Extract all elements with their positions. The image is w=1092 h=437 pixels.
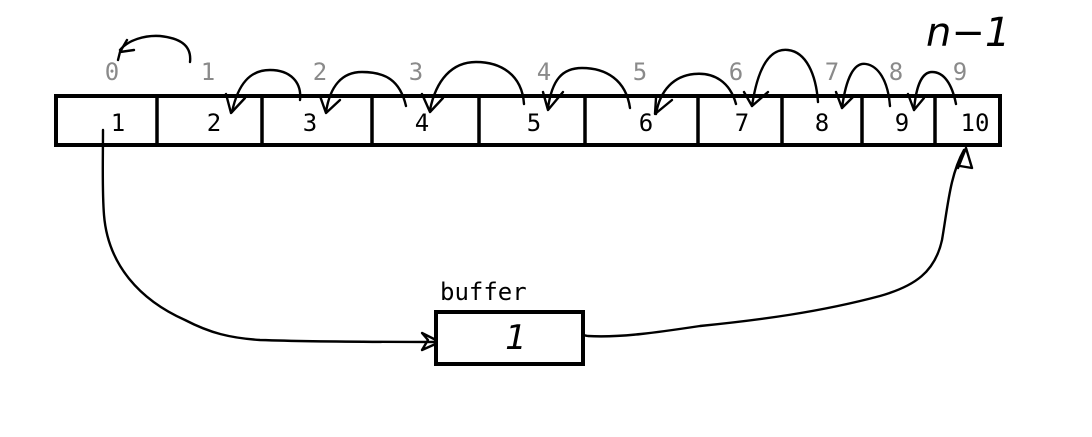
buffer-value: 1 bbox=[505, 318, 527, 358]
array-index-label: 1 bbox=[201, 58, 215, 86]
shift-arrow-3-to-2 bbox=[324, 70, 408, 114]
buffer: buffer 1 bbox=[434, 278, 585, 366]
array-cell-value: 10 bbox=[961, 109, 990, 137]
shift-arrow-9-to-8 bbox=[912, 70, 958, 112]
shift-arrows bbox=[116, 34, 958, 116]
shift-arrow-6-to-5-head bbox=[653, 96, 674, 116]
buffer-arrows bbox=[101, 128, 974, 352]
array-cell-dividers bbox=[155, 96, 937, 145]
shift-arrow-8-to-7-head bbox=[834, 90, 856, 110]
shift-arrow-9-to-8-head bbox=[906, 92, 926, 112]
shift-arrow-2-to-1-head bbox=[224, 92, 247, 115]
shift-arrow-4-to-3-head bbox=[420, 92, 445, 114]
array-index-label: 7 bbox=[825, 58, 839, 86]
shift-arrow-2-to-1 bbox=[230, 68, 302, 114]
array-index-label: 3 bbox=[409, 58, 423, 86]
array-index-labels: 0 1 2 3 4 5 6 7 8 9 bbox=[105, 58, 967, 86]
array: 1 2 3 4 5 6 7 8 9 10 0 1 2 3 4 5 6 7 8 9 bbox=[54, 58, 1002, 147]
buffer-box bbox=[434, 310, 585, 366]
shift-arrow-5-to-4 bbox=[546, 66, 632, 110]
array-cell-value: 5 bbox=[527, 109, 541, 137]
array-cell-value: 3 bbox=[303, 109, 317, 137]
array-cell-value: 6 bbox=[639, 109, 653, 137]
array-cell-value: 9 bbox=[895, 109, 909, 137]
buffer-title: buffer bbox=[440, 278, 527, 306]
arrow-buffer-to-last-head bbox=[956, 146, 974, 170]
shift-arrow-6-to-5 bbox=[654, 72, 738, 116]
array-cell-value: 1 bbox=[111, 109, 125, 137]
shift-arrow-3-to-2-head bbox=[318, 94, 342, 115]
array-cell-value: 7 bbox=[735, 109, 749, 137]
arrow-first-to-buffer bbox=[101, 128, 442, 344]
array-index-label: 6 bbox=[729, 58, 743, 86]
array-cell-value: 2 bbox=[207, 109, 221, 137]
shift-arrow-1-to-0-head bbox=[116, 38, 136, 62]
shift-arrow-7-to-6 bbox=[750, 48, 820, 108]
array-index-label: 9 bbox=[953, 58, 967, 86]
arrow-buffer-to-last bbox=[552, 148, 966, 338]
array-index-label: 0 bbox=[105, 58, 119, 86]
shift-arrow-7-to-6-head bbox=[742, 90, 770, 108]
shift-arrow-4-to-3 bbox=[428, 60, 526, 112]
array-index-label: 2 bbox=[313, 58, 327, 86]
array-index-label: 5 bbox=[633, 58, 647, 86]
array-index-label: 4 bbox=[537, 58, 551, 86]
array-index-label: 8 bbox=[889, 58, 903, 86]
shift-arrow-8-to-7 bbox=[840, 62, 892, 110]
shift-arrow-1-to-0 bbox=[118, 34, 192, 64]
array-cell-value: 4 bbox=[415, 109, 429, 137]
array-cell-values: 1 2 3 4 5 6 7 8 9 10 bbox=[111, 109, 990, 137]
shift-arrow-5-to-4-head bbox=[541, 90, 565, 112]
array-cell-value: 8 bbox=[815, 109, 829, 137]
last-index-annotation: n−1 bbox=[926, 10, 1010, 56]
